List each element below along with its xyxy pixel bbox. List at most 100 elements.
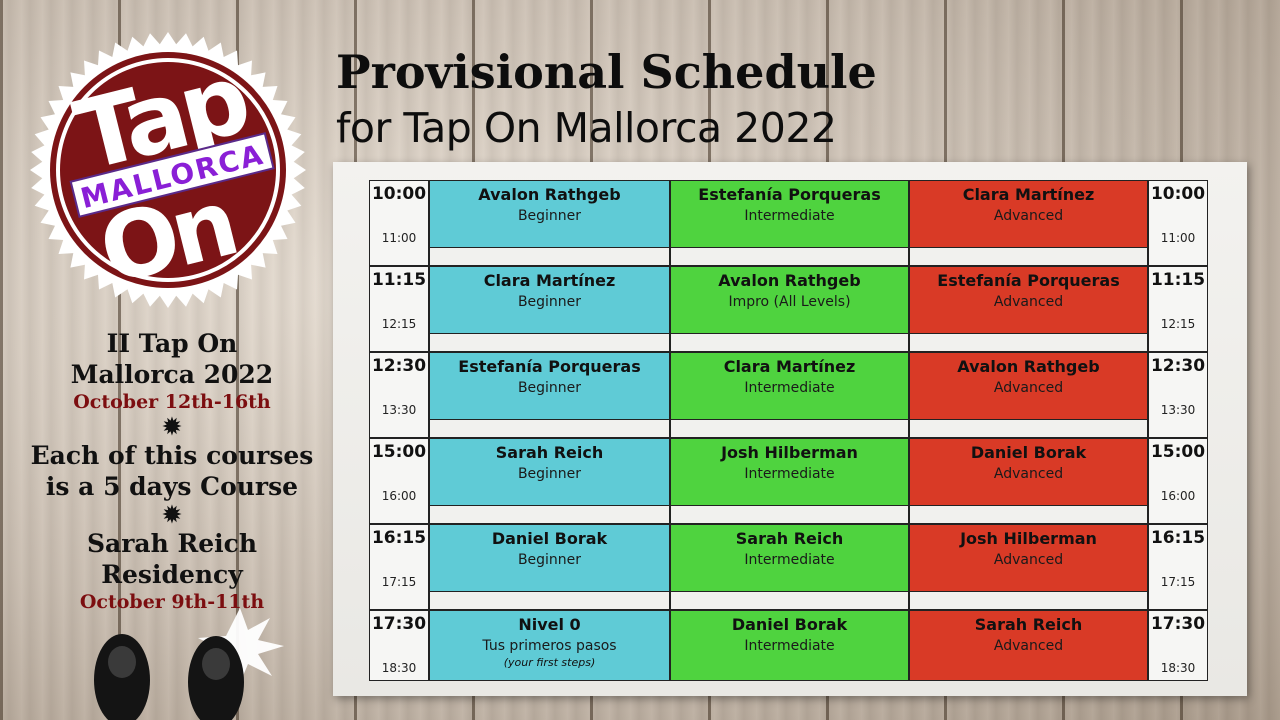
- break-gap: [909, 334, 1148, 352]
- teacher-name: Sarah Reich: [974, 615, 1083, 634]
- break-gap: [909, 248, 1148, 266]
- end-time: 12:15: [1160, 317, 1196, 331]
- teacher-name: Avalon Rathgeb: [957, 357, 1100, 376]
- break-gap: [429, 420, 670, 438]
- time-slot-right: 17:30 18:30: [1148, 610, 1208, 681]
- teacher-name: Daniel Borak: [970, 443, 1087, 462]
- class-cell-beginner: Avalon Rathgeb Beginner: [429, 180, 670, 248]
- teacher-name: Estefanía Porqueras: [937, 271, 1120, 290]
- start-time: 12:30: [1150, 356, 1206, 376]
- class-level: Intermediate: [744, 208, 835, 224]
- class-cell-intermediate: Estefanía Porqueras Intermediate: [670, 180, 909, 248]
- break-gap: [670, 248, 909, 266]
- time-slot-left: 11:15 12:15: [369, 266, 429, 352]
- class-level: Advanced: [993, 466, 1064, 482]
- end-time: 13:30: [381, 403, 417, 417]
- schedule-row: 17:30 18:30 Nivel 0 Tus primeros pasos (…: [369, 610, 1212, 681]
- teacher-name: Avalon Rathgeb: [478, 185, 621, 204]
- time-slot-left: 15:00 16:00: [369, 438, 429, 524]
- class-cell-intermediate: Clara Martínez Intermediate: [670, 352, 909, 420]
- class-level: Tus primeros pasos: [482, 638, 617, 654]
- class-level: Beginner: [517, 294, 582, 310]
- class-cell-intermediate: Daniel Borak Intermediate: [670, 610, 909, 681]
- schedule-row: 11:15 12:15 Clara Martínez Beginner Aval…: [369, 266, 1212, 352]
- teacher-name: Nivel 0: [518, 615, 581, 634]
- class-level: Beginner: [517, 208, 582, 224]
- class-level: Advanced: [993, 380, 1064, 396]
- class-level: Advanced: [993, 208, 1064, 224]
- teacher-name: Clara Martínez: [962, 185, 1095, 204]
- time-slot-left: 16:15 17:15: [369, 524, 429, 610]
- teacher-name: Clara Martínez: [723, 357, 856, 376]
- class-level: Beginner: [517, 380, 582, 396]
- time-slot-left: 10:00 11:00: [369, 180, 429, 266]
- class-cell-beginner: Sarah Reich Beginner: [429, 438, 670, 506]
- end-time: 18:30: [1160, 661, 1196, 675]
- burst-icon: ✹: [162, 502, 182, 528]
- courses-line-2: is a 5 days Course: [45, 472, 299, 501]
- class-cell-beginner: Estefanía Porqueras Beginner: [429, 352, 670, 420]
- break-gap: [670, 592, 909, 610]
- event-info: II Tap On Mallorca 2022 October 12th-16t…: [14, 328, 330, 614]
- end-time: 16:00: [1160, 489, 1196, 503]
- class-cell-intermediate: Avalon Rathgeb Impro (All Levels): [670, 266, 909, 334]
- class-cell-advanced: Avalon Rathgeb Advanced: [909, 352, 1148, 420]
- class-level: Advanced: [993, 638, 1064, 654]
- class-level: Intermediate: [744, 466, 835, 482]
- class-level: Beginner: [517, 552, 582, 568]
- start-time: 16:15: [1150, 528, 1206, 548]
- class-cell-advanced: Estefanía Porqueras Advanced: [909, 266, 1148, 334]
- edition-line-1: II Tap On: [106, 329, 238, 358]
- class-level: Beginner: [517, 466, 582, 482]
- start-time: 10:00: [371, 184, 427, 204]
- time-slot-right: 10:00 11:00: [1148, 180, 1208, 266]
- end-time: 17:15: [1160, 575, 1196, 589]
- time-slot-right: 12:30 13:30: [1148, 352, 1208, 438]
- end-time: 12:15: [381, 317, 417, 331]
- class-note: (your first steps): [503, 656, 596, 669]
- break-gap: [670, 506, 909, 524]
- teacher-name: Daniel Borak: [491, 529, 608, 548]
- schedule-row: 15:00 16:00 Sarah Reich Beginner Josh Hi…: [369, 438, 1212, 524]
- tap-shoes-icon: [94, 608, 284, 720]
- burst-icon: ✹: [162, 414, 182, 440]
- time-slot-left: 12:30 13:30: [369, 352, 429, 438]
- residency-dates: October 9th-11th: [79, 591, 265, 613]
- start-time: 16:15: [371, 528, 427, 548]
- class-cell-beginner: Daniel Borak Beginner: [429, 524, 670, 592]
- schedule-row: 12:30 13:30 Estefanía Porqueras Beginner…: [369, 352, 1212, 438]
- time-slot-right: 16:15 17:15: [1148, 524, 1208, 610]
- start-time: 17:30: [371, 614, 427, 634]
- class-level: Advanced: [993, 552, 1064, 568]
- class-cell-advanced: Clara Martínez Advanced: [909, 180, 1148, 248]
- start-time: 11:15: [1150, 270, 1206, 290]
- class-cell-intermediate: Sarah Reich Intermediate: [670, 524, 909, 592]
- page-title: Provisional Schedule: [336, 45, 877, 99]
- class-cell-advanced: Josh Hilberman Advanced: [909, 524, 1148, 592]
- break-gap: [670, 420, 909, 438]
- teacher-name: Josh Hilberman: [960, 529, 1097, 548]
- break-gap: [429, 334, 670, 352]
- break-gap: [909, 506, 1148, 524]
- class-cell-advanced: Daniel Borak Advanced: [909, 438, 1148, 506]
- teacher-name: Sarah Reich: [735, 529, 844, 548]
- end-time: 11:00: [1160, 231, 1196, 245]
- start-time: 17:30: [1150, 614, 1206, 634]
- courses-line-1: Each of this courses: [30, 441, 314, 470]
- end-time: 16:00: [381, 489, 417, 503]
- class-cell-intermediate: Josh Hilberman Intermediate: [670, 438, 909, 506]
- teacher-name: Daniel Borak: [731, 615, 848, 634]
- end-time: 17:15: [381, 575, 417, 589]
- class-level: Advanced: [993, 294, 1064, 310]
- start-time: 11:15: [371, 270, 427, 290]
- tap-on-mallorca-logo: Tap MALLORCA On: [30, 32, 306, 308]
- time-slot-left: 17:30 18:30: [369, 610, 429, 681]
- schedule-row: 16:15 17:15 Daniel Borak Beginner Sarah …: [369, 524, 1212, 610]
- class-level: Impro (All Levels): [728, 294, 851, 310]
- time-slot-right: 11:15 12:15: [1148, 266, 1208, 352]
- class-level: Intermediate: [744, 552, 835, 568]
- break-gap: [909, 420, 1148, 438]
- break-gap: [429, 592, 670, 610]
- teacher-name: Estefanía Porqueras: [458, 357, 641, 376]
- teacher-name: Estefanía Porqueras: [698, 185, 881, 204]
